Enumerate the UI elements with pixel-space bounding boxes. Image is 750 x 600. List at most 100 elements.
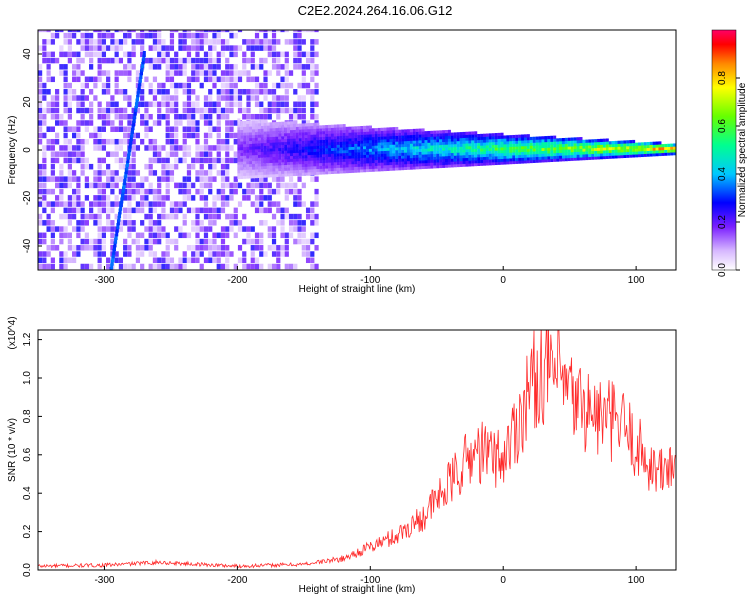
spectrogram-cell: [336, 135, 340, 140]
spectrogram-cell: [389, 167, 393, 171]
spectrogram-cell: [637, 154, 641, 158]
spectrogram-cell: [72, 207, 77, 214]
spectrogram-cell: [553, 155, 557, 159]
spectrogram-cell: [307, 154, 311, 158]
spectrogram-cell: [288, 107, 294, 114]
spectrogram-cell: [418, 154, 422, 158]
spectrogram-cell: [559, 158, 563, 162]
spectrogram-cell: [266, 128, 270, 132]
spectrogram-cell: [63, 207, 68, 214]
spectrogram-cell: [254, 140, 258, 144]
spectrogram-cell: [191, 120, 196, 126]
spectrogram-cell: [123, 251, 128, 257]
spectrogram-cell: [237, 101, 243, 108]
spectrogram-cell: [144, 145, 149, 151]
spectrogram-cell: [208, 57, 213, 64]
spectrogram-cell: [535, 142, 539, 146]
spectrogram-cell: [292, 132, 296, 136]
spectrogram-cell: [101, 126, 106, 132]
spectrogram-cell: [330, 127, 334, 131]
spectrogram-cell: [50, 51, 55, 58]
spectrogram-cell: [348, 152, 352, 156]
spectrogram-cell: [535, 136, 539, 140]
spectrogram-cell: [97, 101, 102, 108]
spectrogram-cell: [76, 201, 81, 207]
spectrogram-cell: [330, 136, 334, 140]
spectrogram-cell: [212, 145, 217, 151]
spectrogram-cell: [288, 82, 294, 89]
spectrogram-cell: [76, 226, 81, 232]
spectrogram-cell: [284, 127, 288, 131]
spectrogram-cell: [55, 157, 60, 164]
spectrogram-cell: [97, 32, 102, 39]
spectrogram-cell: [123, 114, 128, 120]
spectrogram-cell: [76, 57, 81, 64]
spectrogram-cell: [220, 39, 226, 45]
spectrogram-cell: [229, 145, 234, 151]
spectrogram-cell: [178, 70, 183, 76]
spectrogram-cell: [46, 201, 51, 207]
spectrogram-cell: [240, 123, 244, 128]
spectrogram-cell: [529, 139, 533, 143]
spectrogram-cell: [281, 156, 285, 160]
spectrogram-cell: [97, 232, 102, 239]
spectrogram-cell: [257, 154, 261, 158]
spectrogram-cell: [220, 138, 226, 145]
spectrogram-cell: [297, 95, 302, 101]
spectrogram-cell: [515, 154, 519, 159]
spectrogram-cell: [50, 138, 55, 145]
spectrogram-cell: [101, 120, 106, 126]
spectrogram-cell: [363, 137, 367, 141]
spectrogram-cell: [597, 150, 601, 154]
spectrogram-cell: [521, 151, 525, 155]
spectrogram-cell: [246, 226, 251, 232]
spectrogram-cell: [535, 145, 539, 149]
spectrogram-cell: [267, 45, 272, 51]
spectrogram-cell: [377, 159, 381, 163]
spectrogram-cell: [295, 132, 299, 136]
spectrogram-cell: [118, 212, 122, 219]
spectrogram-cell: [267, 39, 272, 45]
spectrogram-cell: [333, 144, 337, 148]
spectrogram-cell: [140, 263, 145, 270]
spectrogram-cell: [106, 207, 111, 214]
spectrogram-cell: [328, 162, 332, 166]
spectrogram-cell: [250, 245, 255, 251]
spectrogram-cell: [278, 136, 282, 140]
spectrogram-cell: [357, 131, 361, 136]
spectrogram-cell: [80, 151, 85, 157]
spectrogram-cell: [462, 146, 466, 150]
spectrogram-cell: [152, 257, 158, 264]
spectrogram-cell: [84, 182, 89, 189]
spectrogram-cell: [345, 135, 349, 139]
spectrogram-cell: [131, 51, 136, 58]
spectrogram-cell: [386, 162, 390, 166]
spectrogram-cell: [269, 142, 273, 146]
spectrogram-cell: [220, 114, 226, 120]
spectrogram-cell: [287, 124, 291, 128]
spectrogram-cell: [208, 101, 213, 108]
spectrogram-cell: [212, 232, 217, 239]
spectrogram-cell: [276, 201, 281, 207]
spectrogram-cell: [588, 153, 592, 158]
spectrogram-cell: [157, 107, 162, 114]
spectrogram-cell: [131, 170, 136, 176]
spectrogram-cell: [459, 143, 463, 147]
spectrogram-cell: [127, 120, 132, 126]
spectrogram-cell: [140, 188, 145, 195]
spectrogram-cell: [342, 170, 346, 174]
spectrogram-cell: [186, 45, 192, 51]
spectrogram-cell: [263, 76, 268, 83]
spectrogram-cell: [468, 160, 472, 164]
spectrogram-cell: [477, 136, 481, 141]
spectrogram-cell: [59, 176, 64, 182]
spectrogram-cell: [101, 226, 106, 232]
spectrogram-cell: [80, 238, 85, 245]
spectrogram-cell: [257, 122, 261, 127]
spectrogram-cell: [297, 114, 302, 120]
spectrogram-cell: [295, 141, 299, 145]
spectrogram-cell: [157, 114, 162, 120]
spectrogram-cell: [398, 135, 402, 139]
spectrogram-cell: [76, 220, 81, 226]
x-tick-label: -300: [94, 575, 114, 586]
